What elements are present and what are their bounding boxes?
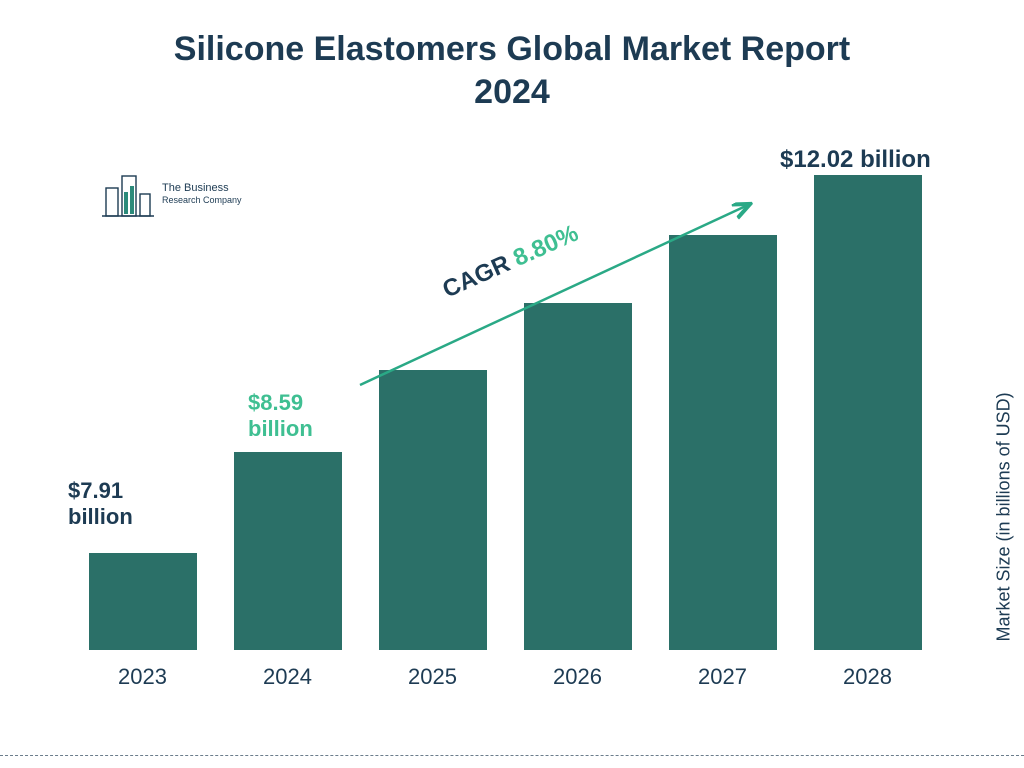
- chart-title-line1: Silicone Elastomers Global Market Report: [0, 28, 1024, 71]
- bottom-divider: [0, 755, 1024, 756]
- value-2024-unit: billion: [248, 416, 313, 442]
- bar-chart: 2023 2024 2025 2026 2027 2028: [70, 160, 940, 690]
- bar-2023: [78, 553, 208, 650]
- bar-2025: [368, 370, 498, 650]
- xlabel-2026: 2026: [513, 664, 643, 690]
- xlabel-2025: 2025: [368, 664, 498, 690]
- value-2023-unit: billion: [68, 504, 133, 530]
- bar-2028: [803, 175, 933, 650]
- value-label-2023: $7.91 billion: [68, 478, 133, 531]
- value-2028-amount: $12.02 billion: [780, 146, 931, 175]
- xlabel-2023: 2023: [78, 664, 208, 690]
- chart-title: Silicone Elastomers Global Market Report…: [0, 28, 1024, 113]
- value-2024-amount: $8.59: [248, 390, 313, 416]
- y-axis-label: Market Size (in billions of USD): [994, 392, 1015, 641]
- xlabel-2027: 2027: [658, 664, 788, 690]
- bar-2026: [513, 303, 643, 650]
- value-label-2024: $8.59 billion: [248, 390, 313, 443]
- xlabel-2024: 2024: [223, 664, 353, 690]
- bar-2024: [223, 452, 353, 650]
- bar-2027: [658, 235, 788, 650]
- xlabel-2028: 2028: [803, 664, 933, 690]
- value-2023-amount: $7.91: [68, 478, 133, 504]
- x-axis-labels: 2023 2024 2025 2026 2027 2028: [70, 664, 940, 690]
- value-label-2028: $12.02 billion: [780, 146, 931, 175]
- bars-container: [70, 160, 940, 650]
- chart-title-line2: 2024: [0, 71, 1024, 114]
